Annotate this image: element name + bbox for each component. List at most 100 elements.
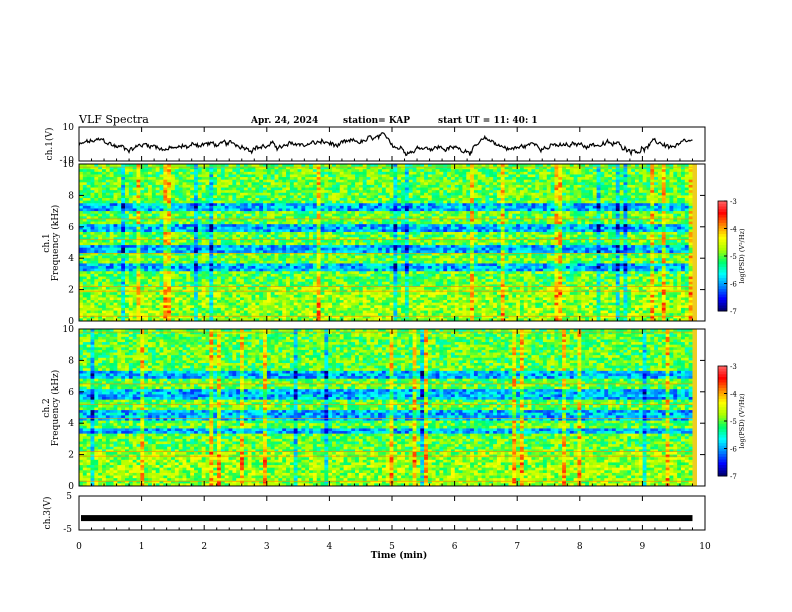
spectrogram-cell [367,232,371,235]
spectrogram-cell [554,195,558,198]
spectrogram-cell [221,243,225,246]
spectrogram-cell [443,188,447,191]
spectrogram-cell [355,214,359,217]
spectrogram-cell [455,237,459,240]
spectrogram-cell [351,219,355,222]
spectrogram-cell [451,227,455,230]
spectrogram-cell [413,198,417,201]
spectrogram-cell [171,208,175,211]
spectrogram-cell [240,169,244,172]
spectrogram-cell [597,190,601,193]
spectrogram-cell [677,185,681,188]
spectrogram-cell [443,227,447,230]
spectrogram-cell [420,232,424,235]
spectrogram-cell [666,172,670,175]
spectrogram-cell [459,235,463,238]
spectrogram-cell [252,195,256,198]
spectrogram-cell [336,229,340,232]
spectrogram-cell [685,211,689,214]
spectrogram-cell [317,237,321,240]
spectrogram-cell [186,174,190,177]
spectrogram-cell [148,219,152,222]
spectrogram-cell [639,180,643,183]
spectrogram-cell [485,235,489,238]
spectrogram-cell [535,240,539,243]
spectrogram-cell [512,227,516,230]
spectrogram-cell [324,203,328,206]
spectrogram-cell [474,206,478,209]
spectrogram-cell [94,224,98,227]
spectrogram-cell [160,195,164,198]
spectrogram-cell [102,237,106,240]
spectrogram-cell [631,172,635,175]
spectrogram-cell [531,222,535,225]
spectrogram-cell [374,222,378,225]
spectrogram-cell [574,237,578,240]
spectrogram-cell [275,240,279,243]
spectrogram-cell [359,240,363,243]
spectrogram-cell [229,232,233,235]
spectrogram-cell [516,222,520,225]
spectrogram-cell [685,206,689,209]
spectrogram-cell [612,169,616,172]
spectrogram-cell [547,224,551,227]
spectrogram-cell [225,169,229,172]
spectrogram-cell [627,193,631,196]
spectrogram-cell [397,172,401,175]
spectrogram-cell [416,201,420,204]
spectrogram-cell [217,208,221,211]
spectrogram-cell [459,188,463,191]
spectrogram-cell [570,201,574,204]
spectrogram-cell [482,208,486,211]
spectrogram-cell [451,185,455,188]
spectrogram-cell [501,224,505,227]
spectrogram-cell [397,235,401,238]
spectrogram-cell [367,201,371,204]
spectrogram-cell [290,229,294,232]
spectrogram-cell [436,185,440,188]
spectrogram-cell [520,243,524,246]
spectrogram-cell [455,206,459,209]
spectrogram-cell [298,198,302,201]
spectrogram-cell [106,235,110,238]
spectrogram-cell [167,222,171,225]
spectrogram-cell [390,203,394,206]
spectrogram-cell [271,208,275,211]
spectrogram-cell [91,190,95,193]
spectrogram-cell [140,214,144,217]
spectrogram-cell [666,203,670,206]
spectrogram-cell [493,222,497,225]
spectrogram-cell [547,211,551,214]
spectrogram-cell [183,174,187,177]
spectrogram-cell [298,211,302,214]
spectrogram-cell [539,172,543,175]
spectrogram-cell [420,177,424,180]
spectrogram-cell [225,180,229,183]
spectrogram-cell [152,193,156,196]
spectrogram-cell [436,229,440,232]
spectrogram-cell [505,232,509,235]
spectrogram-cell [206,235,210,238]
spectrogram-cell [581,193,585,196]
spectrogram-cell [393,208,397,211]
spectrogram-cell [367,227,371,230]
spectrogram-cell [370,195,374,198]
spectrogram-cell [129,190,133,193]
spectrogram-cell [677,203,681,206]
spectrogram-cell [102,177,106,180]
spectrogram-cell [405,224,409,227]
spectrogram-cell [313,227,317,230]
spectrogram-cell [466,227,470,230]
spectrogram-cell [332,206,336,209]
spectrogram-cell [305,232,309,235]
spectrogram-cell [424,211,428,214]
spectrogram-cell [271,222,275,225]
spectrogram-cell [528,229,532,232]
spectrogram-cell [520,174,524,177]
spectrogram-cell [259,169,263,172]
spectrogram-cell [466,190,470,193]
spectrogram-cell [137,229,141,232]
spectrogram-cell [524,208,528,211]
spectrogram-cell [98,188,102,191]
spectrogram-cell [140,240,144,243]
